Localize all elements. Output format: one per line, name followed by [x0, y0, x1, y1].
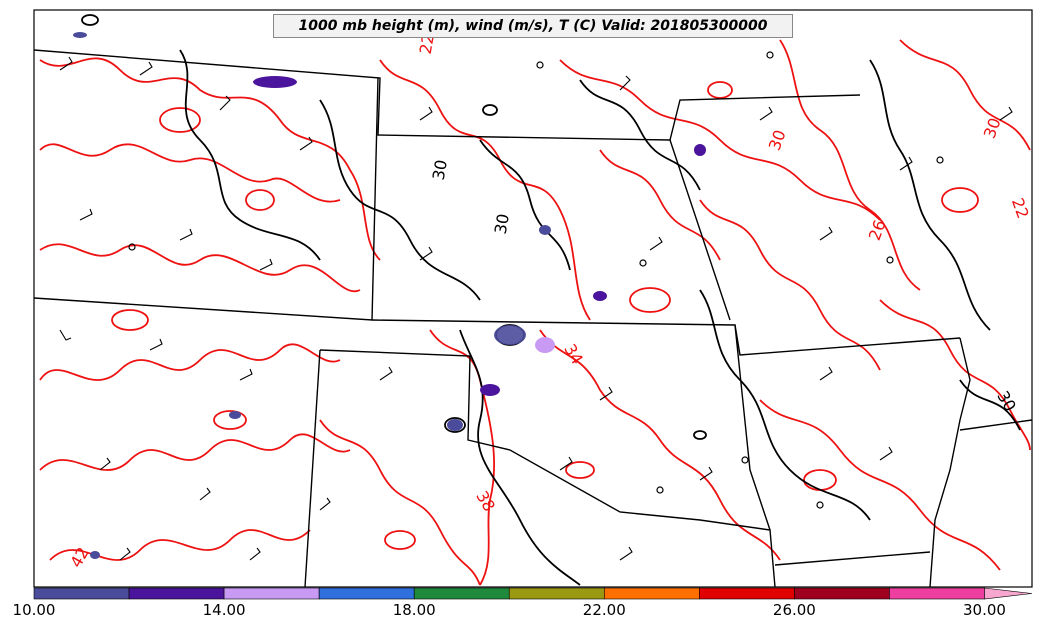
reflectivity-cells: [73, 32, 706, 559]
colorbar-tick-label: 30.00: [962, 601, 1006, 619]
height-label: 30: [429, 158, 451, 181]
colorbar-bin: [413, 587, 510, 600]
colorbar-tick-label: 10.00: [12, 601, 56, 619]
colorbar-bin: [889, 587, 985, 600]
colorbar-bin: [699, 587, 795, 600]
colorbar-tick-label: 26.00: [772, 601, 816, 619]
map-title: 1000 mb height (m), wind (m/s), T (C) Va…: [273, 14, 793, 38]
colorbar-bin: [33, 587, 130, 600]
colorbar-bin: [128, 587, 225, 600]
colorbar-bin: [508, 587, 605, 600]
wind-barbs: [59, 56, 1013, 561]
colorbar-bin: [603, 587, 700, 600]
temp-label: 22: [416, 32, 438, 55]
colorbar-bin: [794, 587, 890, 600]
colorbar-bin: [984, 587, 1033, 600]
height-label: 30: [491, 212, 513, 235]
state-borders: [33, 49, 1033, 588]
colorbar-bin: [318, 587, 415, 600]
colorbar-tick-label: 18.00: [392, 601, 436, 619]
colorbar-bin: [223, 587, 320, 600]
colorbar-tick-label: 22.00: [582, 601, 626, 619]
map-frame: [33, 9, 1033, 588]
colorbar: [33, 587, 1033, 600]
calm-wind-markers: [128, 51, 944, 509]
colorbar-tick-label: 14.00: [202, 601, 246, 619]
